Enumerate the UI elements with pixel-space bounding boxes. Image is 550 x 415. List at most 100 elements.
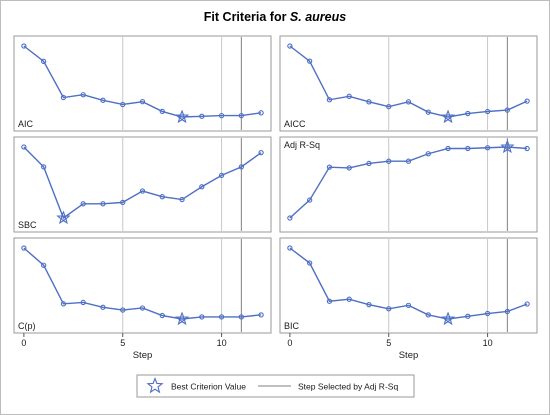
data-point-adj-r-sq-step-10 <box>484 145 491 151</box>
data-point-sbc-step-11 <box>238 164 244 170</box>
data-point-aic-step-12 <box>258 110 264 116</box>
panel-frame-aicc <box>279 35 538 132</box>
data-point-c-p-step-11 <box>238 314 244 320</box>
x-tick-label-10: 10 <box>483 338 493 348</box>
data-point-aicc-step-11 <box>504 107 510 113</box>
series-line-adj-r-sq <box>289 146 528 219</box>
x-tick-label-0: 0 <box>21 338 26 348</box>
data-point-aic-step-7 <box>159 108 165 115</box>
panel-label-c-p: C(p) <box>18 321 36 331</box>
data-point-aic-step-5 <box>120 101 126 108</box>
data-point-aic-step-11 <box>238 112 244 119</box>
data-point-c-p-step-10 <box>218 314 225 320</box>
data-point-adj-r-sq-step-12 <box>524 145 530 152</box>
data-point-aicc-step-7 <box>425 109 431 115</box>
panel-frame-bic <box>279 237 538 334</box>
data-point-sbc-step-5 <box>120 199 126 206</box>
data-point-sbc-step-8 <box>179 196 185 203</box>
data-point-bic-step-3 <box>346 296 352 302</box>
data-point-adj-r-sq-step-7 <box>425 151 431 157</box>
panel-label-adj-r-sq: Adj R-Sq <box>284 140 320 150</box>
data-point-adj-r-sq-step-1 <box>307 197 313 203</box>
panel-frame-adj-r-sq <box>279 136 538 233</box>
data-point-aicc-step-6 <box>405 99 412 105</box>
panel-label-aicc: AICC <box>284 119 306 129</box>
series-line-aic <box>23 45 262 118</box>
data-point-c-p-step-7 <box>159 312 165 319</box>
chart-title: Fit Criteria for S. aureus <box>204 10 346 24</box>
data-point-bic-step-5 <box>386 306 392 312</box>
data-point-sbc-step-3 <box>80 201 86 207</box>
best-criterion-star-bic <box>440 311 456 326</box>
series-line-bic <box>289 247 528 320</box>
best-criterion-star-aic <box>174 109 190 124</box>
data-point-bic-step-11 <box>504 308 510 315</box>
data-point-sbc-step-12 <box>258 150 264 156</box>
data-point-sbc-step-9 <box>199 184 205 190</box>
best-criterion-star-adj-r-sq <box>500 139 515 154</box>
data-point-aic-step-10 <box>218 112 225 119</box>
data-point-bic-step-0 <box>287 245 293 251</box>
panel-label-bic: BIC <box>284 321 300 331</box>
series-line-sbc <box>23 146 262 220</box>
data-point-aicc-step-9 <box>465 110 471 117</box>
x-tick-label-5: 5 <box>386 338 391 348</box>
data-point-sbc-step-0 <box>21 144 27 150</box>
data-point-bic-step-2 <box>326 298 333 304</box>
x-axis-right: 0 5 10 Step <box>287 333 493 361</box>
data-point-sbc-step-4 <box>100 201 106 207</box>
data-point-aic-step-3 <box>80 92 86 98</box>
panel-aic: AIC <box>13 35 272 132</box>
data-point-aic-step-6 <box>139 99 146 105</box>
data-point-bic-step-7 <box>425 312 431 318</box>
data-point-adj-r-sq-step-6 <box>405 158 412 164</box>
data-point-sbc-step-1 <box>41 164 47 170</box>
data-point-adj-r-sq-step-4 <box>366 160 372 167</box>
series-line-c-p <box>23 247 262 320</box>
data-point-aicc-step-3 <box>346 93 352 99</box>
data-point-bic-step-10 <box>484 310 491 317</box>
best-criterion-star-c-p <box>174 311 190 326</box>
data-point-c-p-step-2 <box>60 301 67 307</box>
data-point-aic-step-2 <box>60 94 67 101</box>
legend-selected-label: Step Selected by Adj R-Sq <box>298 382 398 392</box>
panel-adj-r-sq: Adj R-Sq <box>279 136 538 233</box>
panel-aicc: AICC <box>279 35 538 132</box>
data-point-bic-step-9 <box>465 313 471 319</box>
x-tick-label-0: 0 <box>287 338 292 348</box>
x-axis-left: 0 5 10 Step <box>21 333 227 361</box>
panel-label-sbc: SBC <box>18 220 37 230</box>
data-point-sbc-step-10 <box>218 172 225 179</box>
data-point-c-p-step-5 <box>120 307 126 313</box>
data-point-adj-r-sq-step-8 <box>445 145 451 152</box>
data-point-aicc-step-2 <box>326 97 333 103</box>
panel-frame-sbc <box>13 136 272 233</box>
panel-sbc: SBC <box>13 136 272 233</box>
data-point-aic-step-0 <box>21 43 27 49</box>
data-point-c-p-step-3 <box>80 299 86 306</box>
panel-frame-c-p <box>13 237 272 334</box>
data-point-aicc-step-12 <box>524 98 530 104</box>
data-point-bic-step-12 <box>524 301 530 307</box>
legend-best-marker <box>146 376 164 394</box>
data-point-adj-r-sq-step-9 <box>465 145 471 152</box>
data-point-adj-r-sq-step-5 <box>386 158 392 164</box>
data-point-adj-r-sq-step-2 <box>326 164 333 170</box>
data-point-c-p-step-1 <box>41 262 47 268</box>
data-point-aicc-step-5 <box>386 104 392 110</box>
data-point-sbc-step-7 <box>159 194 165 200</box>
data-point-adj-r-sq-step-0 <box>287 215 293 221</box>
x-axis-title: Step <box>133 350 153 361</box>
x-tick-label-10: 10 <box>217 338 227 348</box>
x-tick-label-5: 5 <box>120 338 125 348</box>
data-point-bic-step-1 <box>307 260 313 266</box>
legend: Best Criterion Value Step Selected by Ad… <box>136 374 415 398</box>
chart-title-species: S. aureus <box>290 10 346 24</box>
data-point-aic-step-4 <box>100 97 106 103</box>
panel-label-aic: AIC <box>18 119 34 129</box>
panel-frame-aic <box>13 35 272 132</box>
x-axis-title: Step <box>399 350 419 361</box>
data-point-c-p-step-12 <box>258 312 264 318</box>
